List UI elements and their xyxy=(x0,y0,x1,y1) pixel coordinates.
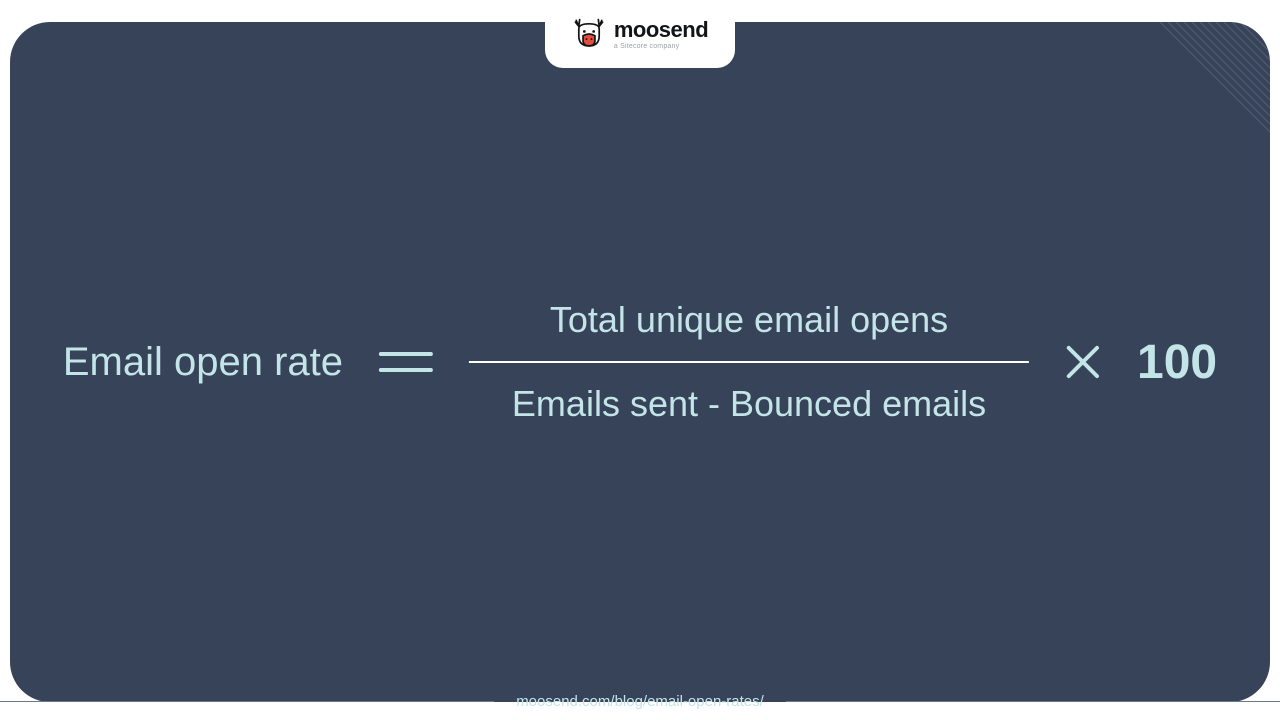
formula-equation: Email open rate Total unique email opens… xyxy=(63,299,1217,425)
brand-logo: moosend a Sitecore company xyxy=(572,17,708,51)
footer-bar: moosend.com/blog/email-open-rates/ xyxy=(0,693,1280,710)
formula-card: Email open rate Total unique email opens… xyxy=(10,22,1270,702)
brand-name: moosend xyxy=(614,19,708,41)
brand-logo-tab: moosend a Sitecore company xyxy=(545,0,735,68)
footer-line-right xyxy=(786,701,1280,702)
formula-numerator: Total unique email opens xyxy=(550,299,948,341)
footer-url: moosend.com/blog/email-open-rates/ xyxy=(510,693,770,710)
formula-lhs: Email open rate xyxy=(63,340,343,385)
moose-icon xyxy=(572,17,606,51)
formula-multiplier: 100 xyxy=(1137,335,1217,390)
fraction-line xyxy=(469,361,1029,363)
footer-line-left xyxy=(0,701,494,702)
corner-decor-lines xyxy=(1130,22,1270,162)
multiply-sign xyxy=(1065,344,1101,380)
brand-subtitle: a Sitecore company xyxy=(614,43,708,50)
formula-fraction: Total unique email opens Emails sent - B… xyxy=(469,299,1029,425)
equals-sign xyxy=(379,352,433,372)
formula-denominator: Emails sent - Bounced emails xyxy=(512,383,986,425)
